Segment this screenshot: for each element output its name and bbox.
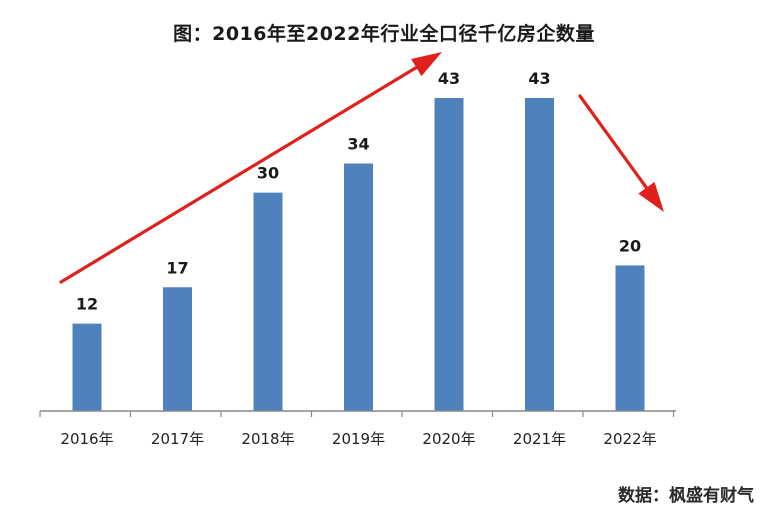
bar-2020年 [434, 98, 464, 411]
x-tick-label: 2018年 [241, 430, 294, 448]
value-labels-layer: 12 17 30 34 43 43 20 [76, 69, 641, 314]
down-trend-arrow-head [638, 181, 664, 212]
x-tick-label: 2019年 [332, 430, 385, 448]
x-tick-label: 2016年 [60, 430, 113, 448]
value-label: 43 [438, 69, 460, 88]
down-trend-arrow-shaft [578, 94, 649, 190]
value-label: 30 [257, 164, 279, 183]
bars-layer [72, 98, 645, 411]
x-tick-label: 2017年 [151, 430, 204, 448]
value-label: 34 [347, 135, 369, 154]
x-tick-label: 2022年 [603, 430, 656, 448]
x-tick-label: 2021年 [513, 430, 566, 448]
bar-2019年 [344, 163, 373, 411]
value-label: 20 [619, 236, 641, 255]
bar-2017年 [163, 287, 192, 411]
chart-title: 图：2016年至2022年行业全口径千亿房企数量 [173, 23, 595, 45]
x-tick-label: 2020年 [422, 430, 475, 448]
up-trend-arrow [59, 52, 442, 284]
bar-2021年 [525, 98, 554, 411]
value-label: 12 [76, 295, 98, 314]
value-label: 43 [528, 69, 550, 88]
bar-2022年 [615, 265, 645, 411]
bar-2018年 [253, 192, 283, 411]
x-axis: 2016年 2017年 2018年 2019年 2020年 2021年 2022年 [39, 410, 676, 448]
down-trend-arrow [578, 94, 664, 212]
trend-arrows-layer [59, 52, 664, 284]
up-trend-arrow-head [411, 52, 442, 77]
bar-2016年 [72, 323, 102, 411]
source-note: 数据：枫盛有财气 [618, 486, 754, 506]
value-label: 17 [166, 258, 188, 277]
up-trend-arrow-shaft [59, 65, 418, 284]
